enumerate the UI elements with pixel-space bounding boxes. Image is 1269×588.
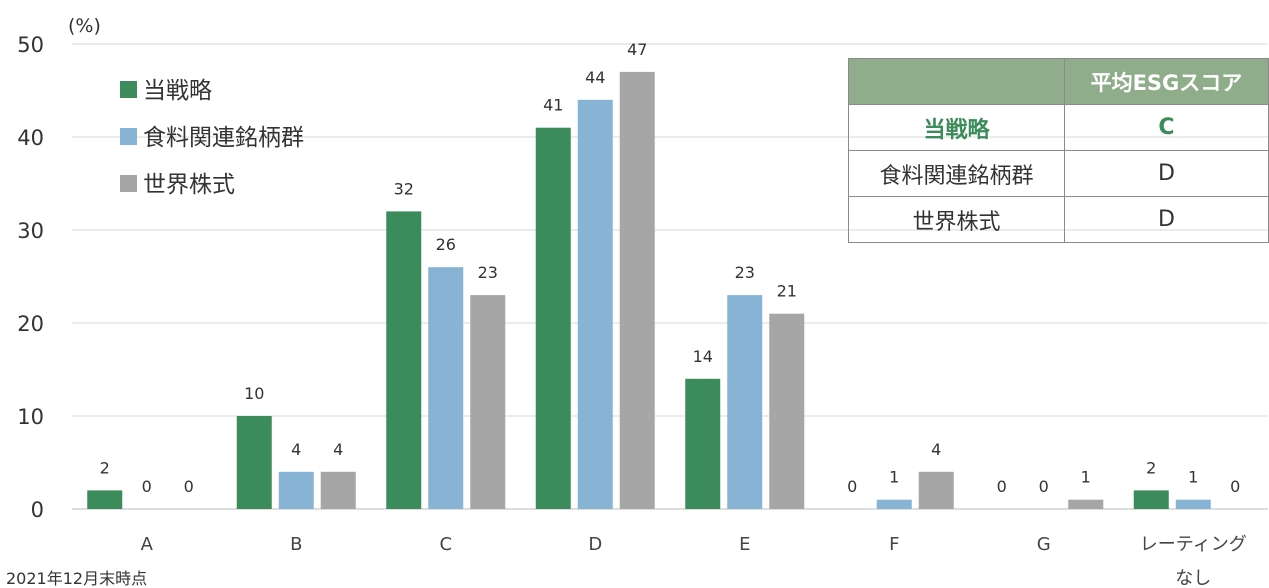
- data-label: 2: [1146, 458, 1156, 477]
- table-row-value: D: [1063, 150, 1269, 197]
- data-label: 32: [394, 179, 414, 198]
- table-header-score: 平均ESGスコア: [1063, 58, 1269, 105]
- y-tick-label: 30: [17, 219, 44, 243]
- data-label: 47: [627, 40, 647, 59]
- data-label: 4: [291, 440, 301, 459]
- table-row: 当戦略 C: [848, 104, 1269, 151]
- data-label: 0: [847, 477, 857, 496]
- data-label: 1: [889, 468, 899, 487]
- x-tick-label: レーティングなし: [1140, 534, 1247, 588]
- bar: [1133, 490, 1169, 509]
- table-row-value: C: [1063, 104, 1269, 151]
- data-label: 21: [777, 282, 797, 301]
- x-tick-label: D: [588, 534, 602, 555]
- legend-label: 世界株式: [143, 172, 235, 198]
- data-label: 23: [735, 263, 755, 282]
- y-tick-label: 10: [17, 405, 44, 429]
- data-label: 41: [543, 96, 563, 115]
- data-label: 4: [333, 440, 343, 459]
- bar: [685, 378, 721, 509]
- x-tick-label: C: [439, 534, 452, 555]
- legend-label: 食料関連銘柄群: [143, 125, 304, 151]
- y-tick-label: 50: [17, 33, 44, 57]
- y-tick-label: 40: [17, 126, 44, 150]
- bar: [428, 267, 464, 509]
- data-label: 0: [184, 477, 194, 496]
- bar: [577, 99, 613, 510]
- data-label: 44: [585, 68, 605, 87]
- legend-label: 当戦略: [143, 78, 212, 104]
- bar: [278, 471, 314, 509]
- table-row: 食料関連銘柄群 D: [848, 150, 1269, 197]
- x-tick-label: E: [739, 534, 750, 555]
- bar: [470, 295, 506, 509]
- x-tick-label: G: [1037, 534, 1051, 555]
- legend-swatch: [120, 81, 137, 98]
- bar: [386, 211, 422, 509]
- bar: [1068, 499, 1104, 509]
- avg-esg-score-table: 平均ESGスコア 当戦略 C 食料関連銘柄群 D 世界株式 D: [848, 58, 1269, 243]
- data-label: 1: [1188, 468, 1198, 487]
- table-header-empty: [848, 58, 1065, 105]
- data-label: 0: [997, 477, 1007, 496]
- data-label: 23: [478, 263, 498, 282]
- data-label: 0: [142, 477, 152, 496]
- data-label: 0: [1230, 477, 1240, 496]
- data-label: 0: [1039, 477, 1049, 496]
- y-axis-unit: (%): [68, 15, 101, 37]
- table-row: 世界株式 D: [848, 196, 1269, 243]
- legend-swatch: [120, 175, 137, 192]
- legend-swatch: [120, 128, 137, 145]
- x-tick-label: B: [290, 534, 302, 555]
- bar: [619, 71, 655, 510]
- bars: [87, 71, 1211, 510]
- x-axis-labels: A B C D E F G レーティングなし: [141, 534, 1247, 588]
- footnote: 2021年12月末時点: [6, 569, 147, 588]
- y-tick-label: 20: [17, 312, 44, 336]
- data-label: 2: [100, 458, 110, 477]
- data-label: 26: [436, 235, 456, 254]
- bar: [535, 127, 571, 509]
- bar: [1175, 499, 1211, 509]
- x-tick-label: A: [141, 534, 154, 555]
- bar: [769, 313, 805, 509]
- bar: [236, 416, 272, 509]
- table-row-label: 当戦略: [848, 104, 1065, 151]
- bar: [727, 295, 763, 509]
- bar: [918, 471, 954, 509]
- bar: [876, 499, 912, 509]
- x-tick-label: F: [889, 534, 899, 555]
- data-label: 14: [693, 347, 713, 366]
- table-header-row: 平均ESGスコア: [848, 58, 1269, 105]
- bar: [87, 490, 123, 509]
- y-tick-label: 0: [31, 498, 44, 522]
- data-label: 10: [244, 384, 264, 403]
- table-row-value: D: [1063, 196, 1269, 243]
- table-row-label: 食料関連銘柄群: [848, 150, 1065, 197]
- data-label: 4: [931, 440, 941, 459]
- table-row-label: 世界株式: [848, 196, 1065, 243]
- y-axis-ticks: 0 10 20 30 40 50: [17, 33, 44, 522]
- data-label: 1: [1081, 468, 1091, 487]
- bar: [320, 471, 356, 509]
